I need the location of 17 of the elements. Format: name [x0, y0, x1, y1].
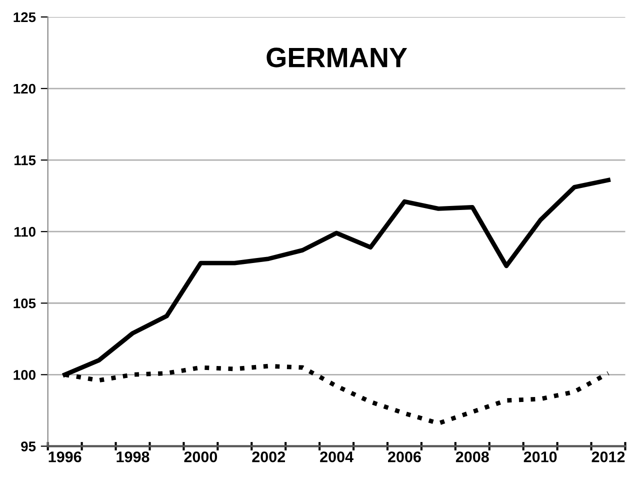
y-tick-label: 110 — [14, 226, 36, 237]
x-tick-label: 2000 — [184, 451, 218, 462]
y-tick-label: 125 — [14, 12, 36, 22]
x-tick-label: 2002 — [252, 451, 285, 462]
y-tick-label: 95 — [21, 442, 36, 452]
y-tick-label: 115 — [14, 156, 36, 166]
x-tick-label: 2012 — [592, 451, 625, 462]
x-tick-label: 1998 — [116, 451, 150, 462]
x-tick-label: 2006 — [388, 451, 421, 462]
x-tick-label: 2008 — [456, 451, 489, 462]
y-tick-label: 100 — [14, 370, 36, 380]
x-tick-label: 2004 — [320, 451, 354, 462]
text: GERMANY — [266, 48, 408, 68]
x-tick-label: 2010 — [524, 451, 557, 462]
y-tick-label: 120 — [14, 84, 36, 94]
x-tick-label: 1996 — [48, 451, 82, 462]
y-tick-label: 105 — [14, 298, 36, 308]
